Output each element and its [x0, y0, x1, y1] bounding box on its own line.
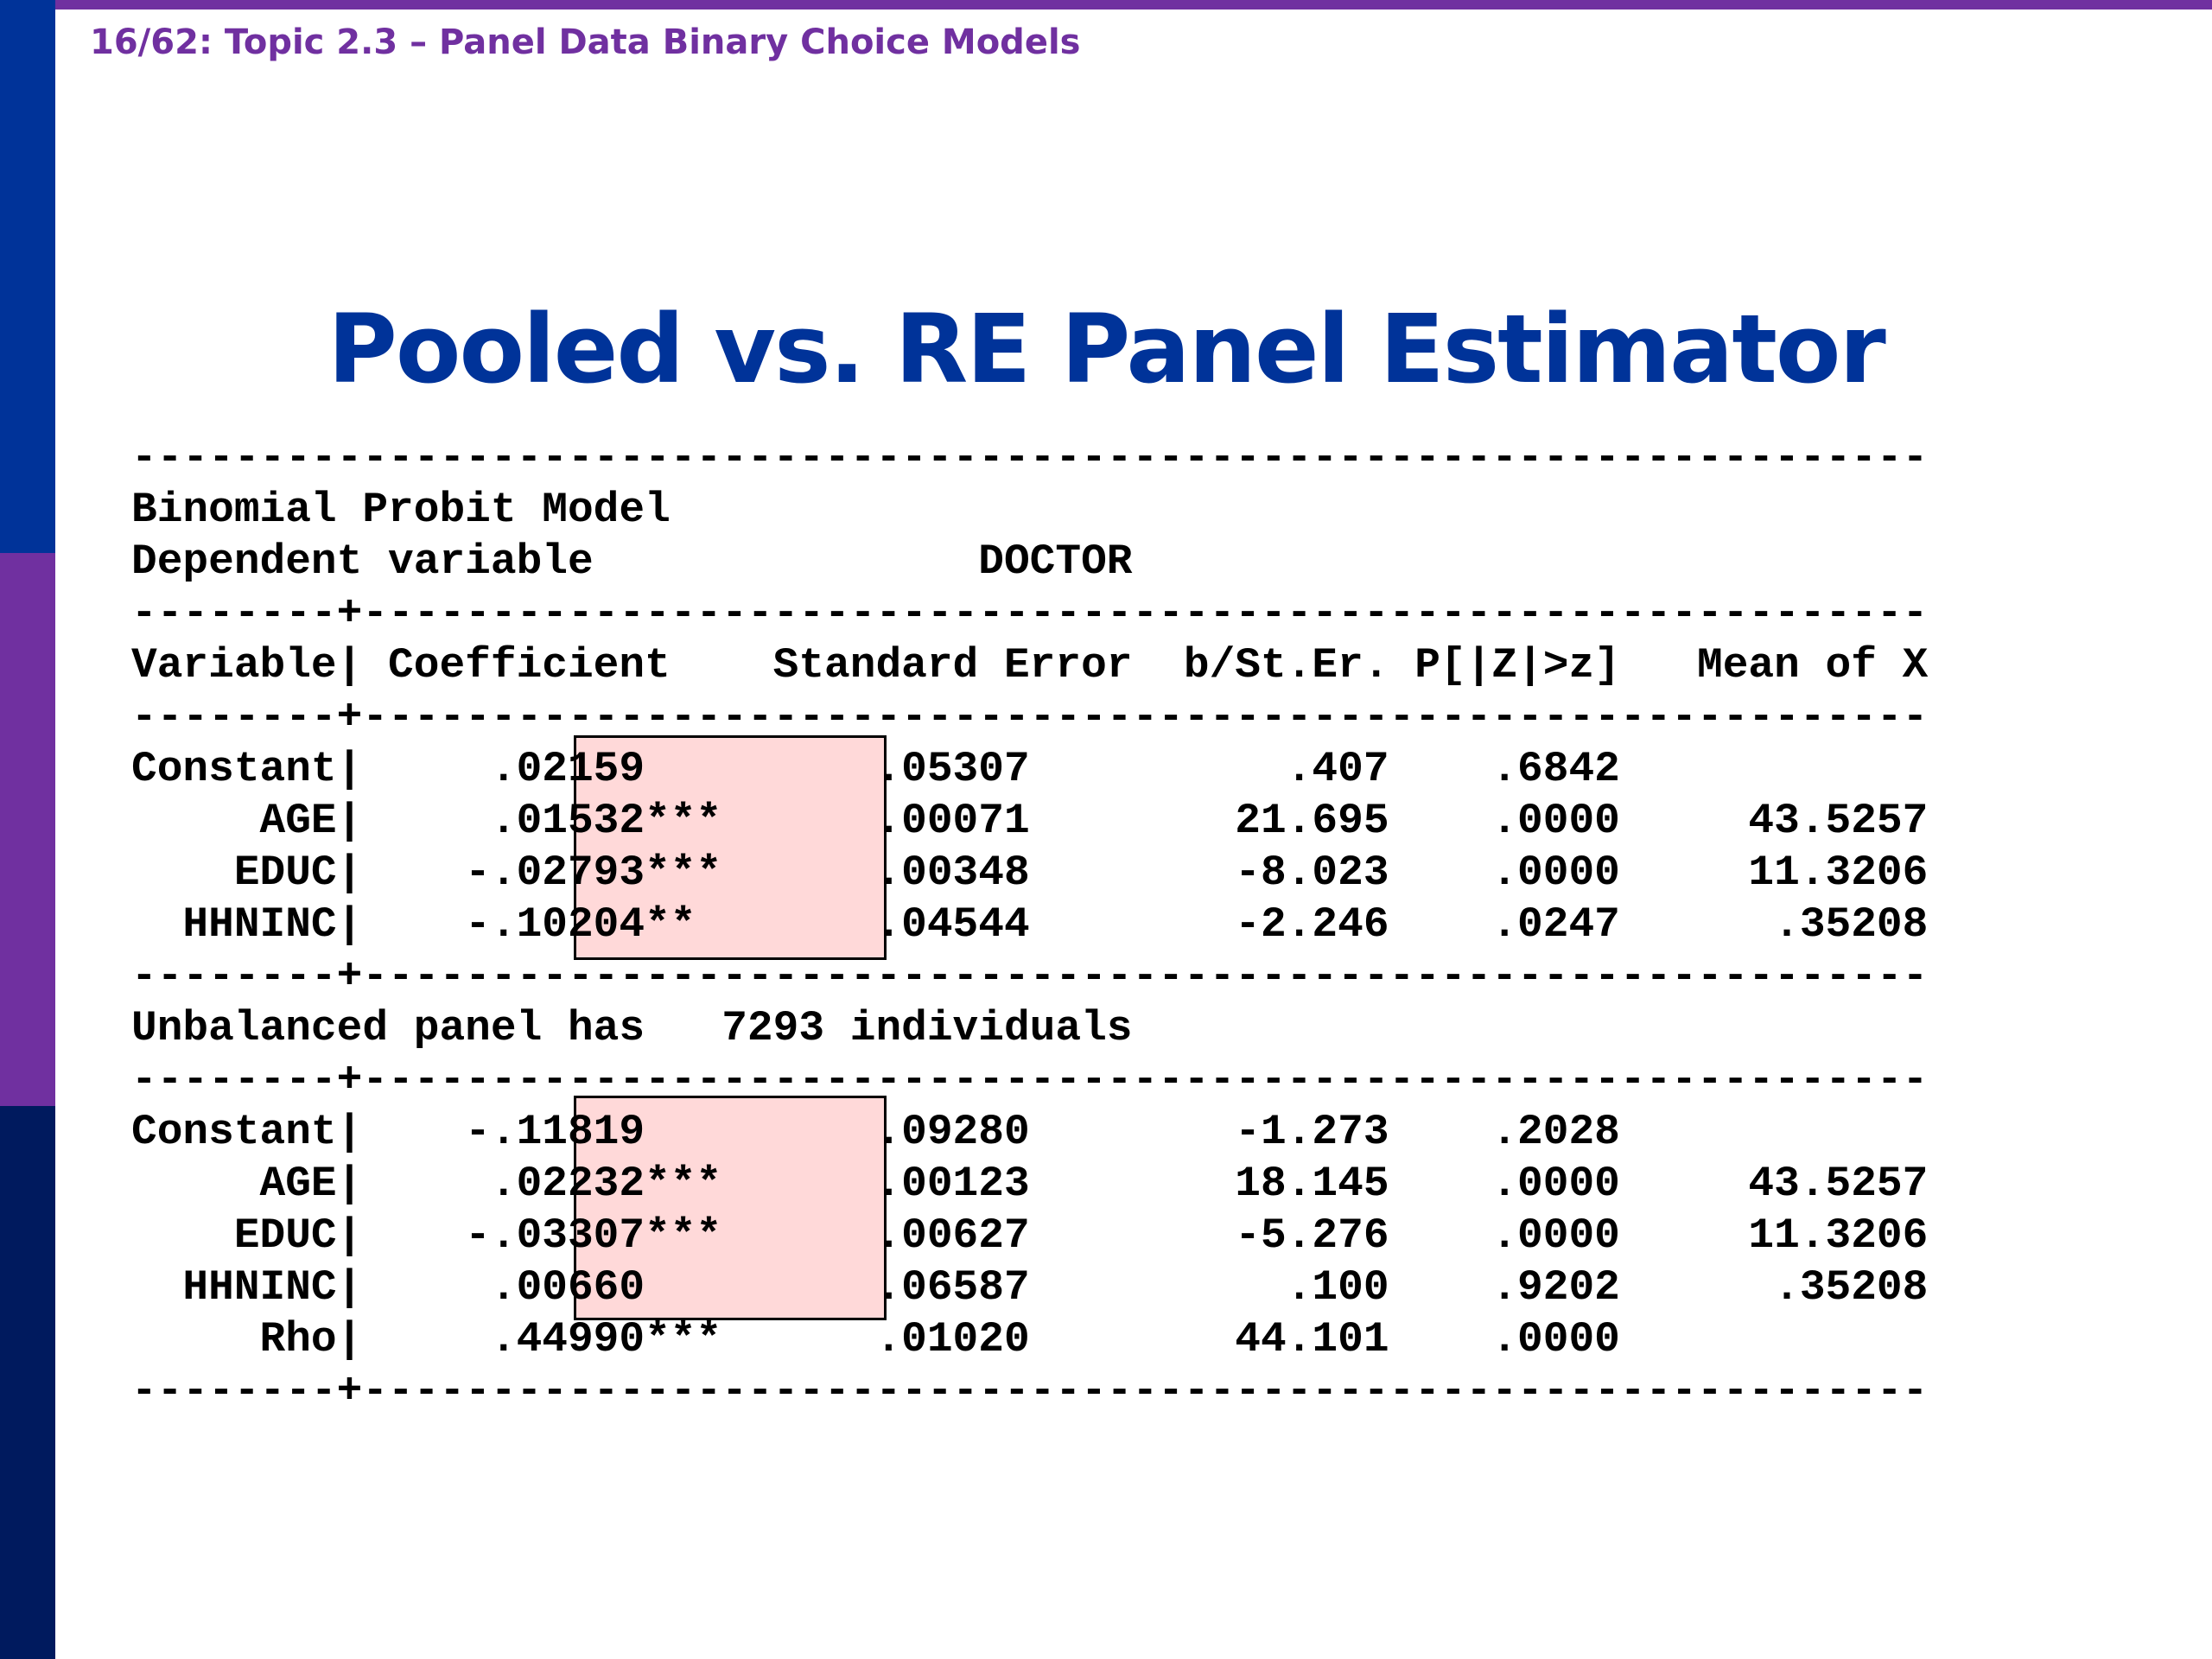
pooled-coefficient-highlight-box [574, 735, 887, 960]
slide-header: 16/62: Topic 2.3 – Panel Data Binary Cho… [90, 22, 1081, 62]
re-row-hhninc: HHNINC| .00660 .06587 .100 .9202 .35208 [131, 1263, 1929, 1312]
separator-line: --------+-------------------------------… [131, 1056, 1929, 1104]
side-bar-purple-segment [0, 553, 55, 1106]
separator-line: --------+-------------------------------… [131, 693, 1929, 741]
separator-line: --------+-------------------------------… [131, 1367, 1929, 1415]
side-accent-bar [0, 0, 55, 1659]
re-row-age: AGE| .02232*** .00123 18.145 .0000 43.52… [131, 1160, 1929, 1208]
side-bar-navy-segment [0, 1106, 55, 1659]
re-coefficient-highlight-box [574, 1096, 887, 1320]
slide-title: Pooled vs. RE Panel Estimator [327, 294, 1885, 404]
top-accent-bar [0, 0, 2212, 10]
separator-line: ----------------------------------------… [131, 434, 1929, 482]
re-row-rho: Rho| .44990*** .01020 44.101 .0000 [131, 1315, 1620, 1363]
pooled-row-hhninc: HHNINC| -.10204** .04544 -2.246 .0247 .3… [131, 900, 1929, 949]
panel-info-line: Unbalanced panel has 7293 individuals [131, 1004, 1133, 1052]
pooled-row-educ: EDUC| -.02793*** .00348 -8.023 .0000 11.… [131, 849, 1929, 897]
pooled-row-constant: Constant| .02159 .05307 .407 .6842 [131, 745, 1620, 793]
pooled-row-age: AGE| .01532*** .00071 21.695 .0000 43.52… [131, 797, 1929, 845]
separator-line: --------+-------------------------------… [131, 589, 1929, 638]
separator-line: --------+-------------------------------… [131, 952, 1929, 1001]
side-bar-blue-segment [0, 0, 55, 553]
dependent-variable-line: Dependent variable DOCTOR [131, 537, 1133, 586]
re-row-constant: Constant| -.11819 .09280 -1.273 .2028 [131, 1108, 1620, 1156]
column-header-line: Variable| Coefficient Standard Error b/S… [131, 641, 1929, 690]
re-row-educ: EDUC| -.03307*** .00627 -5.276 .0000 11.… [131, 1211, 1929, 1260]
model-name-line: Binomial Probit Model [131, 486, 671, 534]
regression-output: ----------------------------------------… [131, 432, 1928, 1417]
